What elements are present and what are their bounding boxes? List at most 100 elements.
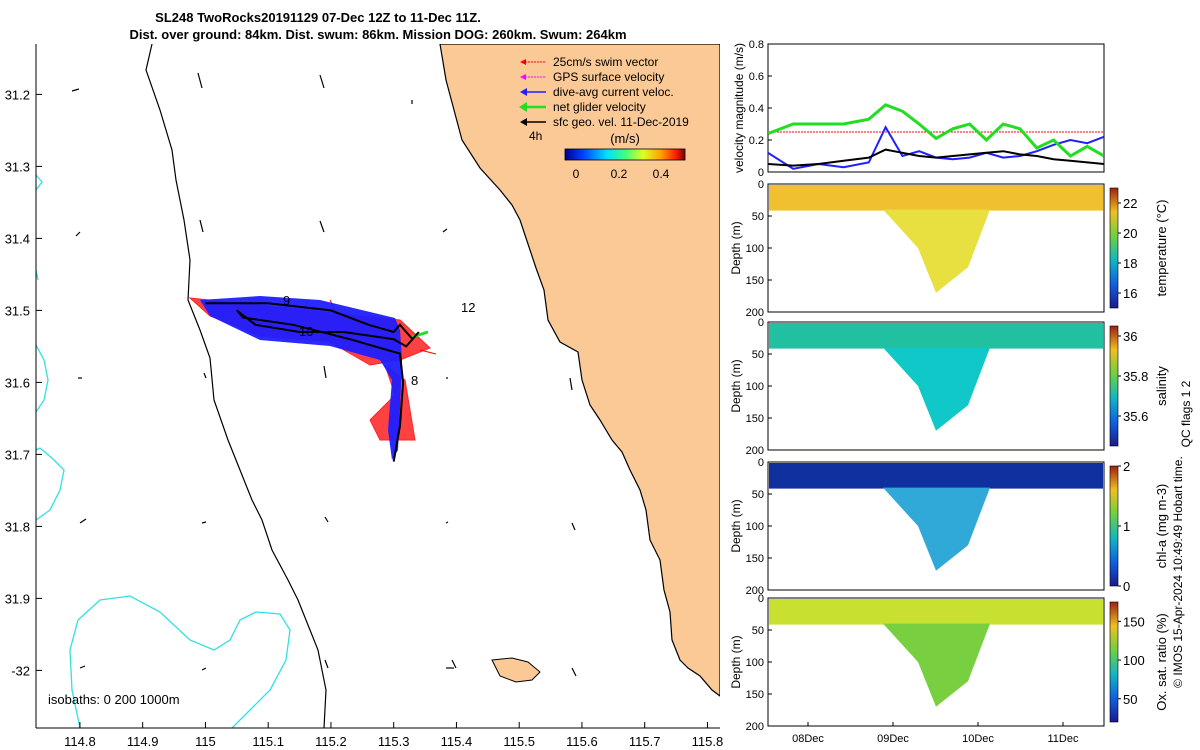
map-y-tick-label: 31.9 <box>5 591 30 606</box>
dive-avg-vectors <box>200 296 402 460</box>
map-legend: 25cm/s swim vector GPS surface velocity … <box>519 55 689 143</box>
map-y-tick-label: 31.3 <box>5 159 30 174</box>
isobath-200m <box>36 344 49 413</box>
day-label-12: 12 <box>461 300 475 315</box>
velocity-y-ticks: 0 0.2 0.4 0.6 0.8 <box>749 39 772 179</box>
title-line2: Dist. over ground: 84km. Dist. swum: 86k… <box>129 27 626 42</box>
section-dive-wedge <box>883 209 990 293</box>
section-y-tick-label: 150 <box>746 553 764 565</box>
map-x-tick-label: 115.6 <box>566 734 598 749</box>
legend-swim: 25cm/s swim vector <box>553 55 658 69</box>
map-x-tick-label: 115.4 <box>441 734 473 749</box>
colorbar-tick-label: 100 <box>1123 653 1145 668</box>
colorbar-tick-label: 0 <box>1123 579 1130 594</box>
map-x-tick-label: 115.5 <box>503 734 535 749</box>
track-label-10: 10 <box>299 324 313 339</box>
rottnest-island <box>491 657 541 683</box>
section-colorbar <box>1109 187 1119 309</box>
map-x-tick-label: 115.7 <box>629 734 661 749</box>
section-ylabel: Depth (m) <box>729 221 743 274</box>
velocity-y-tick-label: 0.8 <box>749 39 764 51</box>
section-colorbar <box>1109 601 1119 723</box>
section-dive-wedge <box>883 487 990 571</box>
section-y-tick-label: 0 <box>758 317 764 329</box>
section-colorbar-label: salinity <box>1154 366 1169 406</box>
map-y-tick-label: 31.5 <box>5 303 30 318</box>
map-y-tick-label: -32 <box>11 663 30 678</box>
colorbar-tick-0: 0 <box>573 167 580 181</box>
section-colorbar <box>1109 325 1119 447</box>
current-arrows <box>71 72 577 677</box>
legend-sfcgeo: sfc geo. vel. 11-Dec-2019 <box>553 115 689 129</box>
velocity-series-1 <box>768 125 1104 170</box>
section-colorbar-label: temperature (°C) <box>1154 200 1169 297</box>
date-tick-label: 08Dec <box>792 733 824 745</box>
section-colorbar-label: chl-a (mg m-3) <box>1154 484 1169 569</box>
map-x-tick-label: 115.3 <box>378 734 410 749</box>
colorbar-tick-label: 35.6 <box>1123 409 1148 424</box>
section-y-tick-label: 200 <box>746 445 764 457</box>
colorbar-tick-label: 18 <box>1123 256 1137 271</box>
colorbar-tick-label: 2 <box>1123 459 1130 474</box>
colorbar-tick-label: 50 <box>1123 692 1137 707</box>
section-ylabel: Depth (m) <box>729 635 743 688</box>
colorbar-tick-1: 0.2 <box>611 167 628 181</box>
colorbar-tick-label: 150 <box>1123 614 1145 629</box>
section-surface-layer <box>769 599 1103 625</box>
section-y-tick-label: 50 <box>752 489 764 501</box>
velocity-y-tick-label: 0.2 <box>749 135 764 147</box>
section-y-tick-label: 150 <box>746 413 764 425</box>
velocity-panel: 0 0.2 0.4 0.6 0.8 velocity magnitude (m/s) <box>732 39 1105 179</box>
velocity-ylabel: velocity magnitude (m/s) <box>732 43 746 173</box>
velocity-y-tick-label: 0 <box>758 167 764 179</box>
map-x-tick-label: 115.2 <box>315 734 347 749</box>
map-x-tick-label: 115 <box>195 734 216 749</box>
section-colorbar <box>1109 465 1119 587</box>
day-label-8: 8 <box>411 373 418 388</box>
section-colorbar-label: Ox. sat. ratio (%) <box>1154 613 1169 711</box>
section-y-tick-label: 0 <box>758 593 764 605</box>
velocity-y-tick-label: 0.6 <box>749 71 764 83</box>
velocity-lines <box>768 103 1104 170</box>
section-chla: 0 50 100 150 200 Depth (m) 2 1 0 chl-a (mg m-3) <box>729 457 1169 597</box>
section-y-tick-label: 100 <box>746 521 764 533</box>
section-y-tick-label: 100 <box>746 657 764 669</box>
qc-note: QC flags 1 2 <box>1179 380 1193 447</box>
map-y-tick-label: 31.2 <box>5 87 30 102</box>
section-y-tick-label: 50 <box>752 211 764 223</box>
isobath-0m <box>145 44 327 728</box>
section-temperature: 0 50 100 150 200 Depth (m) 22 20 18 16 temperature… <box>729 179 1169 319</box>
map-x-tick-label: 115.1 <box>252 734 284 749</box>
land <box>439 44 720 697</box>
section-ylabel: Depth (m) <box>729 359 743 412</box>
colorbar-tick-label: 1 <box>1123 519 1130 534</box>
colorbar-tick-label: 16 <box>1123 286 1137 301</box>
section-y-tick-label: 0 <box>758 457 764 469</box>
track-label-9: 9 <box>283 293 290 308</box>
map-y-tick-label: 31.6 <box>5 375 30 390</box>
section-y-tick-label: 150 <box>746 275 764 287</box>
legend-4h: 4h <box>529 129 542 143</box>
date-tick-label: 09Dec <box>877 733 909 745</box>
colorbar-tick-label: 36 <box>1123 329 1137 344</box>
section-y-tick-label: 50 <box>752 349 764 361</box>
section-y-tick-label: 0 <box>758 179 764 191</box>
section-ylabel: Depth (m) <box>729 499 743 552</box>
map-colorbar: (m/s) 0 0.2 0.4 <box>564 131 686 181</box>
isobaths-label: isobaths: 0 200 1000m <box>48 692 180 707</box>
section-surface-layer <box>769 463 1103 489</box>
colorbar-unit: (m/s) <box>610 131 640 146</box>
credit: © IMOS 15-Apr-2024 10:49:49 Hobart time. <box>1171 456 1185 688</box>
glider-track <box>205 302 420 462</box>
map-y-tick-label: 31.7 <box>5 447 30 462</box>
section-y-tick-label: 200 <box>746 307 764 319</box>
date-ticks: 08Dec 09Dec 10Dec 11Dec <box>792 722 1079 745</box>
map-y-tick-label: 31.8 <box>5 519 30 534</box>
date-tick-label: 11Dec <box>1048 733 1079 745</box>
legend-diveavg: dive-avg current veloc. <box>553 85 674 99</box>
section-salinity: 0 50 100 150 200 Depth (m) 36 35.8 35.6 salinity <box>729 317 1169 457</box>
section-surface-layer <box>769 323 1103 349</box>
